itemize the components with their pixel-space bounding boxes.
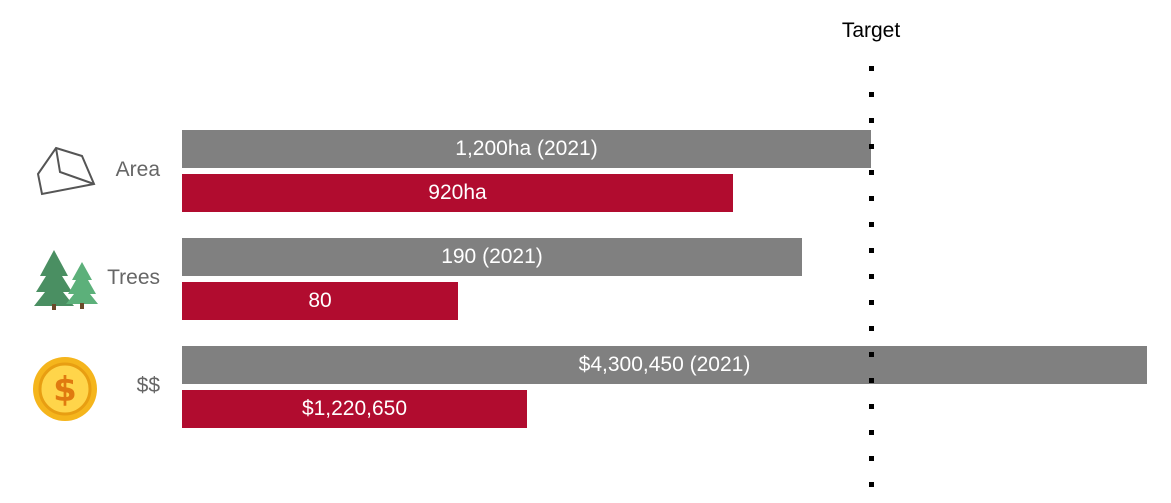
data-label: 920ha bbox=[428, 181, 487, 204]
data-label: 80 bbox=[308, 289, 332, 312]
current-bar-3: $1,220,650 bbox=[182, 390, 527, 428]
previous-bar-1: 1,200ha (2021) bbox=[182, 130, 871, 168]
target-label: Target bbox=[841, 19, 901, 42]
polygon-area-icon bbox=[36, 146, 96, 196]
pine-trees-icon bbox=[34, 250, 98, 310]
target-line bbox=[869, 66, 874, 496]
current-bar-1: 920ha bbox=[182, 174, 733, 212]
category-label: Trees bbox=[107, 266, 160, 289]
data-label: $4,300,450 (2021) bbox=[578, 353, 751, 376]
previous-bar-3: $4,300,450 (2021) bbox=[182, 346, 1147, 384]
previous-bar-2: 190 (2021) bbox=[182, 238, 802, 276]
data-label: 190 (2021) bbox=[441, 245, 543, 268]
category-label: $$ bbox=[136, 374, 160, 397]
data-label: 1,200ha (2021) bbox=[455, 137, 598, 160]
data-label: $1,220,650 bbox=[301, 397, 408, 420]
category-label: Area bbox=[115, 158, 160, 181]
dollar-coin-icon: $ bbox=[33, 357, 97, 421]
svg-text:$: $ bbox=[53, 370, 77, 410]
current-bar-2: 80 bbox=[182, 282, 458, 320]
